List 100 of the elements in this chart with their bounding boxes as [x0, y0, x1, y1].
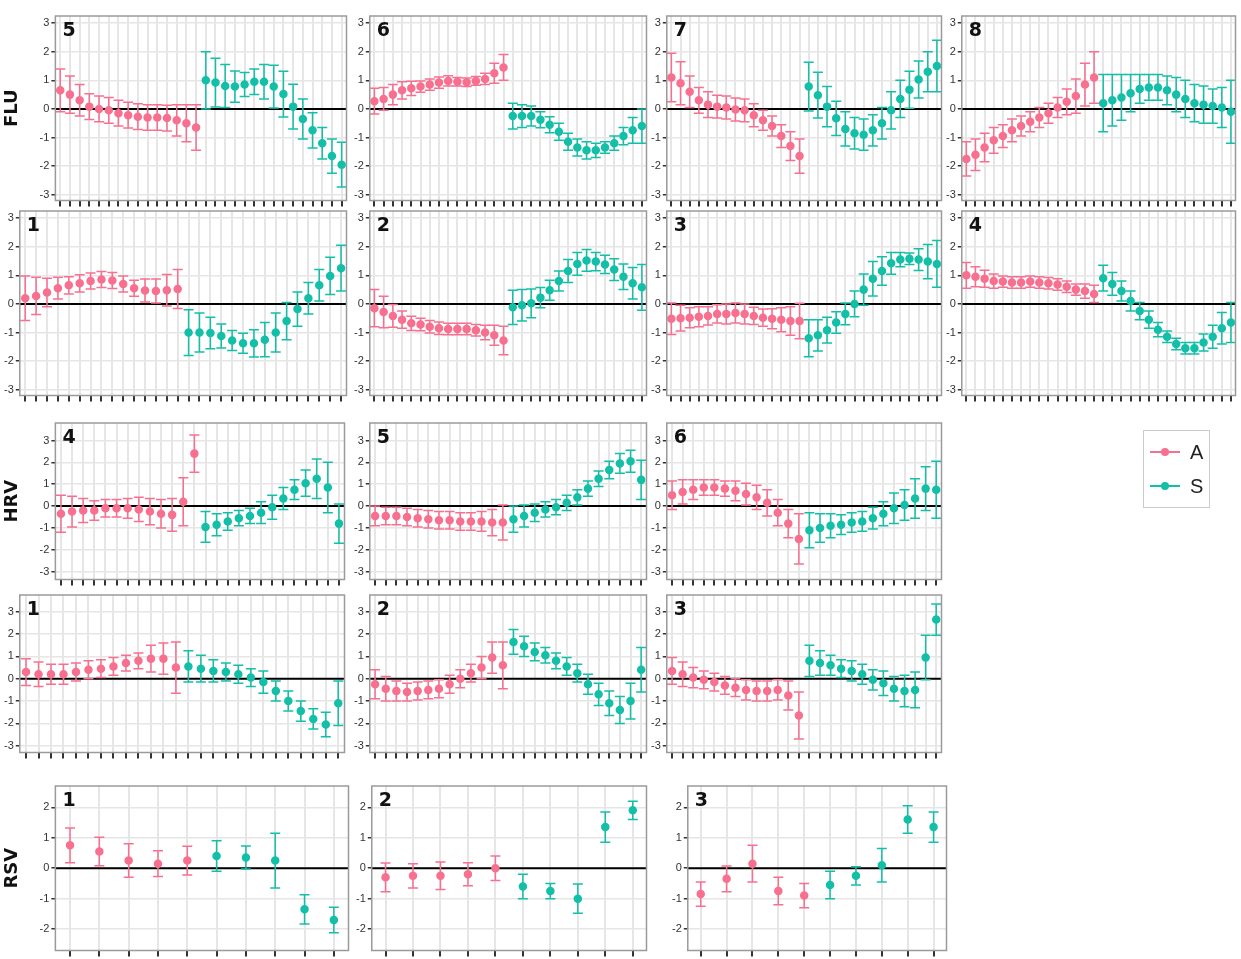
- y-tick-label: -2: [354, 159, 364, 172]
- y-tick-label: -3: [651, 187, 661, 200]
- y-tick-label: -1: [651, 521, 661, 534]
- y-tick-label: 1: [7, 268, 14, 281]
- y-tick-label: 3: [43, 16, 50, 29]
- y-tick-label: 1: [654, 73, 661, 86]
- y-tick-label: 2: [654, 44, 661, 57]
- y-tick-label: 0: [675, 861, 682, 874]
- y-tick-label: -2: [356, 922, 366, 935]
- chart-title: 3: [694, 788, 709, 811]
- y-tick-label: 2: [357, 239, 364, 252]
- y-tick-label: 0: [654, 499, 661, 512]
- y-tick-label: 2: [43, 800, 50, 813]
- y-tick-label: -3: [354, 738, 364, 751]
- y-tick-label: -2: [651, 716, 661, 729]
- y-tick-label: -1: [354, 694, 364, 707]
- y-tick-label: 3: [7, 604, 14, 617]
- y-tick-label: 3: [357, 433, 364, 446]
- chart-title: 6: [673, 425, 688, 448]
- y-tick-label: 0: [949, 101, 956, 114]
- y-tick-label: 1: [357, 268, 364, 281]
- y-tick-label: 2: [7, 627, 14, 640]
- y-axis-title: FLU: [0, 89, 22, 128]
- y-tick-label: -1: [946, 325, 956, 338]
- y-tick-label: -1: [4, 325, 14, 338]
- y-tick-label: 0: [654, 671, 661, 684]
- y-tick-label: -1: [672, 891, 682, 904]
- y-tick-label: -2: [354, 542, 364, 555]
- y-tick-label: 3: [7, 211, 14, 224]
- legend-label: A: [1190, 440, 1204, 464]
- y-tick-label: 1: [43, 477, 50, 490]
- y-tick-label: 1: [654, 477, 661, 490]
- y-tick-label: 0: [357, 296, 364, 309]
- y-tick-label: 2: [654, 455, 661, 468]
- y-tick-label: 3: [357, 604, 364, 617]
- y-axis-title: RSV: [0, 847, 22, 889]
- y-tick-label: 1: [357, 477, 364, 490]
- y-tick-label: 1: [357, 649, 364, 662]
- y-tick-label: 1: [654, 268, 661, 281]
- y-tick-label: 1: [675, 830, 682, 843]
- y-tick-label: 3: [654, 16, 661, 29]
- y-tick-label: -3: [946, 187, 956, 200]
- chart-title: 5: [376, 425, 391, 448]
- y-tick-label: 2: [675, 800, 682, 813]
- y-tick-label: -3: [4, 738, 14, 751]
- y-axis-title: HRV: [0, 479, 22, 523]
- y-tick-label: 2: [654, 627, 661, 640]
- y-tick-label: 3: [949, 211, 956, 224]
- chart-title: 2: [376, 597, 391, 620]
- y-tick-label: -2: [354, 716, 364, 729]
- y-tick-label: 1: [359, 830, 366, 843]
- y-tick-label: 2: [357, 627, 364, 640]
- y-tick-label: 3: [654, 211, 661, 224]
- y-tick-label: 0: [7, 296, 14, 309]
- y-tick-label: 0: [7, 671, 14, 684]
- chart-title: 4: [62, 425, 76, 448]
- y-tick-label: -1: [39, 891, 50, 904]
- y-tick-label: -1: [651, 694, 661, 707]
- y-tick-label: 2: [359, 800, 366, 813]
- y-tick-label: 1: [949, 268, 956, 281]
- y-tick-label: -3: [651, 382, 661, 395]
- y-tick-label: -1: [354, 521, 364, 534]
- y-tick-label: -2: [651, 354, 661, 367]
- y-tick-label: 1: [7, 649, 14, 662]
- legend-label: S: [1190, 474, 1204, 498]
- chart-title: 7: [673, 18, 688, 41]
- y-tick-label: 0: [654, 101, 661, 114]
- y-tick-label: -3: [39, 187, 50, 200]
- y-tick-label: -2: [946, 159, 956, 172]
- y-tick-label: -2: [4, 716, 14, 729]
- y-tick-label: 3: [357, 211, 364, 224]
- y-tick-label: 0: [357, 101, 364, 114]
- y-tick-label: 2: [654, 239, 661, 252]
- y-tick-label: 0: [43, 861, 50, 874]
- y-tick-label: -2: [4, 354, 14, 367]
- chart-title: 4: [968, 213, 983, 236]
- y-tick-label: -1: [39, 130, 50, 143]
- y-tick-label: -1: [651, 325, 661, 338]
- y-tick-label: 1: [949, 73, 956, 86]
- y-tick-label: -2: [946, 354, 956, 367]
- chart-title: 8: [968, 18, 983, 41]
- y-tick-label: -3: [354, 382, 364, 395]
- y-tick-label: -3: [4, 382, 14, 395]
- chart-title: 2: [376, 213, 391, 236]
- y-tick-label: 0: [654, 296, 661, 309]
- y-tick-label: 3: [654, 433, 661, 446]
- y-tick-label: -2: [672, 922, 682, 935]
- y-tick-label: 3: [654, 604, 661, 617]
- y-tick-label: 0: [949, 296, 956, 309]
- y-tick-label: -1: [354, 130, 364, 143]
- y-tick-label: -2: [39, 159, 50, 172]
- y-tick-label: -3: [354, 187, 364, 200]
- y-tick-label: 3: [43, 433, 50, 446]
- y-tick-label: 2: [949, 239, 956, 252]
- y-tick-label: -2: [39, 922, 50, 935]
- y-tick-label: -1: [946, 130, 956, 143]
- chart-title: 2: [378, 788, 393, 811]
- y-tick-label: -3: [354, 564, 364, 577]
- y-tick-label: -2: [651, 542, 661, 555]
- y-tick-label: 3: [357, 16, 364, 29]
